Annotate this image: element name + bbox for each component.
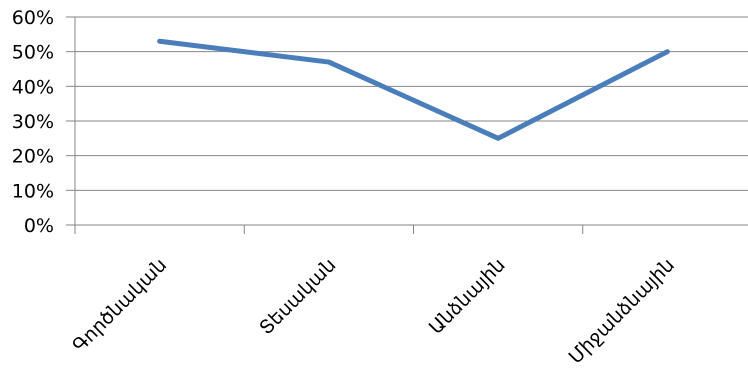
y-tick-label: 30%: [12, 111, 54, 133]
gridlines: [75, 16, 748, 191]
x-category-label: Տեսական: [255, 254, 340, 339]
y-tick-label: 20%: [12, 146, 54, 168]
y-tick-label: 0%: [24, 215, 54, 237]
series-line: [157, 38, 670, 141]
y-axis-tick-labels: 0% 10% 20% 30% 40% 50% 60%: [12, 7, 54, 237]
y-tick-label: 10%: [12, 180, 54, 202]
series-layer: [157, 38, 670, 141]
axes: [66, 16, 748, 234]
x-category-label: Միջանձնային: [565, 254, 679, 368]
x-axis-category-labels: Գործնական Տեսական Անձնային Միջանձնային: [68, 254, 679, 368]
x-category-label: Անձնային: [425, 254, 510, 339]
y-tick-label: 50%: [12, 42, 54, 64]
y-tick-label: 40%: [12, 76, 54, 98]
x-category-label: Գործնական: [68, 254, 171, 357]
y-tick-label: 60%: [12, 7, 54, 29]
